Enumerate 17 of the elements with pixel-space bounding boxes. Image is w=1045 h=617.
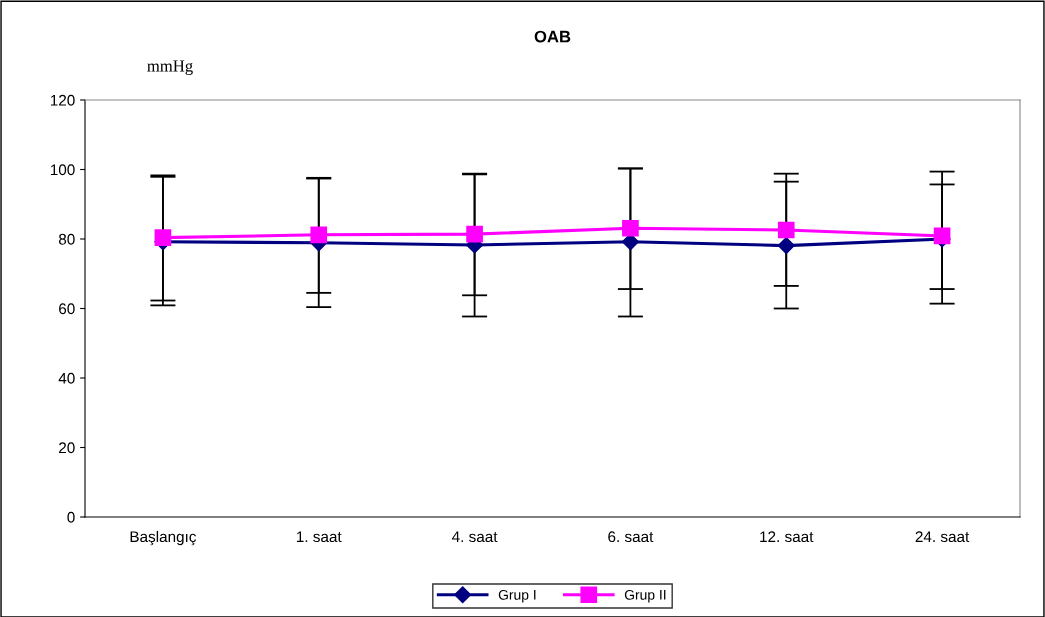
x-tick-label: Başlangıç — [130, 530, 197, 546]
x-tick-label: 12. saat — [760, 531, 814, 543]
x-tick-label: 4. saat — [452, 531, 498, 543]
x-tick-label: 24. saat — [915, 531, 970, 543]
x-tick-label: 6. saat — [608, 531, 654, 543]
x-tick-label: 1. saat — [296, 531, 342, 543]
y-tick-label: 60 — [59, 303, 75, 315]
y-tick-label: 20 — [59, 442, 75, 454]
y-tick-label: 40 — [58, 372, 75, 384]
legend-label: Grup II — [624, 589, 666, 603]
legend-label: Grup I — [498, 589, 536, 603]
y-tick-label: 0 — [67, 511, 75, 523]
y-tick-label: 100 — [50, 164, 75, 176]
chart-title: OAB — [534, 30, 571, 43]
y-tick-label: 80 — [58, 233, 75, 245]
y-axis-title: mmHg — [147, 60, 193, 75]
y-tick-label: 120 — [50, 94, 75, 106]
